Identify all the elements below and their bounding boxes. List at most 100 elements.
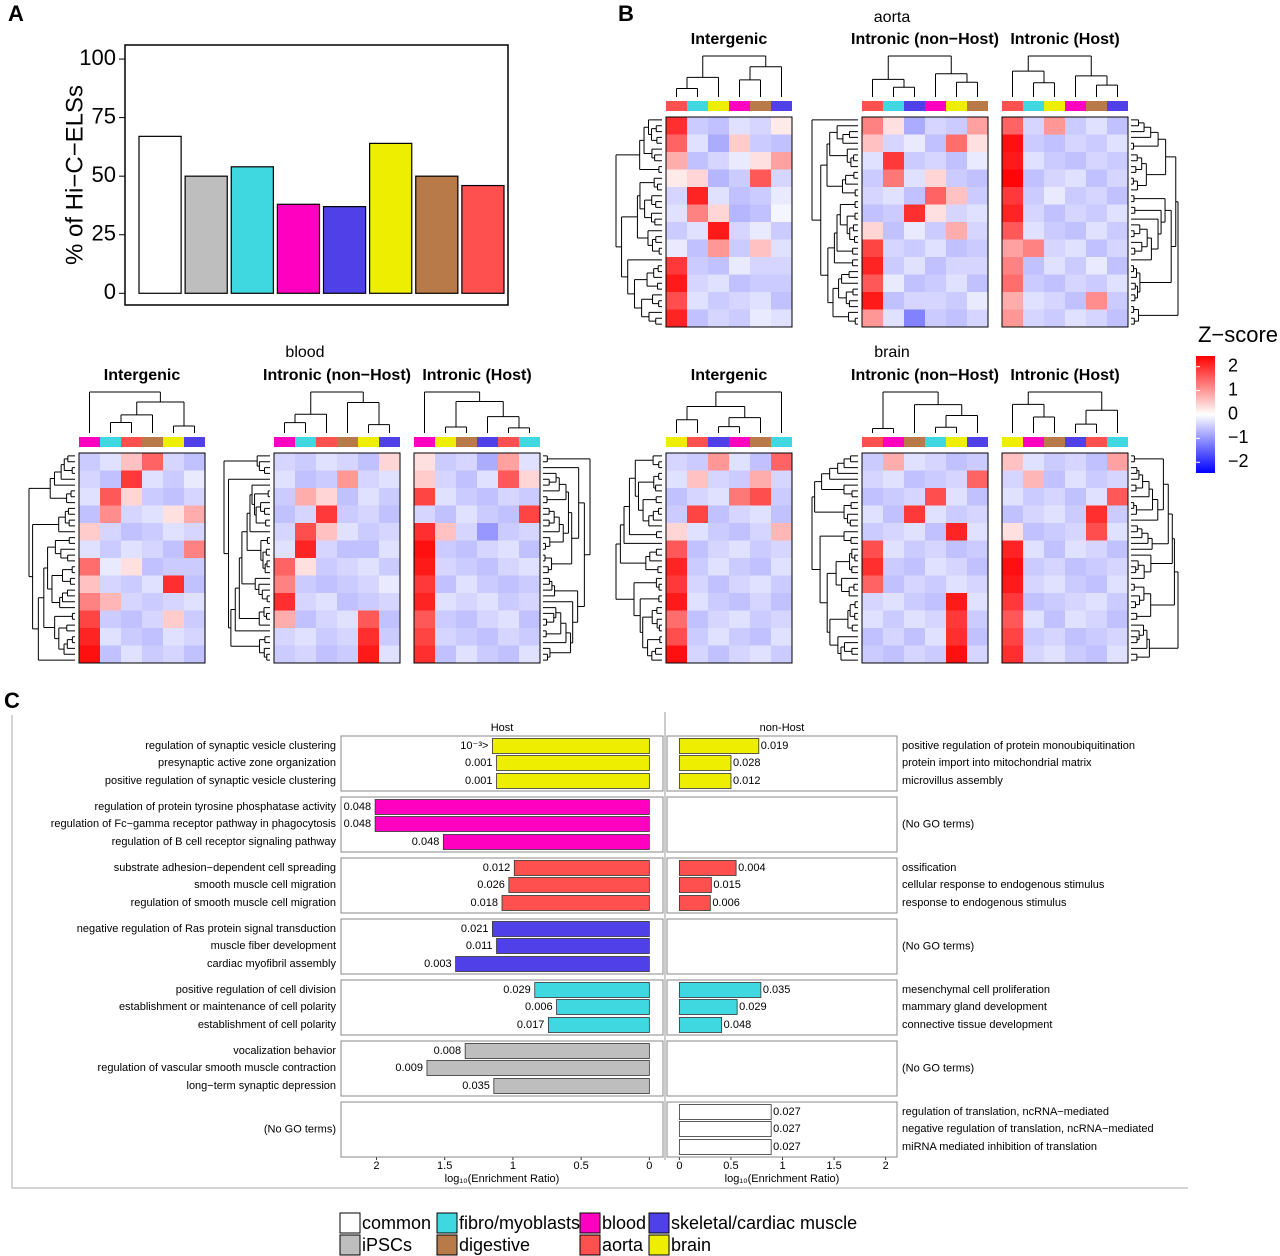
heat-cell [1023,257,1045,275]
heat-cell [1044,152,1066,170]
heatmap-frame [1001,116,1129,328]
heat-cell [163,558,185,576]
heat-cell [967,628,989,646]
column-color [729,101,750,111]
dendrogram [424,391,530,433]
heat-cell [477,558,499,576]
heat-cell [967,204,989,223]
heatmap-frame [861,452,989,664]
heat-cell [946,222,968,240]
heatmap-frame [861,116,989,328]
go-term: cardiac myofibril assembly [207,958,336,970]
heat-cell [862,169,884,188]
heat-cell [904,593,926,611]
heat-cell [358,610,380,629]
heat-cell [666,470,688,489]
heat-cell [666,645,688,664]
no-terms-note: (No GO terms) [902,818,974,830]
heat-cell [1002,628,1024,646]
heat-cell [666,117,688,135]
p-value-label: 0.011 [466,940,493,952]
column-color [666,101,687,111]
heat-cell [946,558,968,576]
x-tick-label: 0 [676,1160,682,1172]
dendrogram [676,55,782,97]
go-term: regulation of smooth muscle cell migrati… [131,897,336,909]
heat-cell [666,540,688,559]
heat-cell [750,575,772,594]
x-tick-label: 2 [373,1160,379,1172]
column-color [666,437,687,447]
heat-cell [1002,117,1024,135]
legend-swatch [339,1212,361,1234]
heat-cell [904,117,926,135]
heat-cell [337,558,359,576]
heat-cell [729,645,751,664]
go-term: muscle fiber development [211,940,336,952]
heat-cell [477,610,499,629]
bar [678,877,712,893]
heat-cell [1044,628,1066,646]
heat-cell [379,645,401,664]
heat-cell [750,117,772,135]
heat-cell [1065,257,1087,275]
heat-cell [316,453,338,471]
column-color [708,101,729,111]
heat-cell [100,593,122,611]
heat-cell [771,169,793,188]
dendrogram [811,455,858,661]
bar [513,860,650,876]
p-value-label: 0.048 [724,1019,752,1031]
p-value-label: 0.008 [434,1045,462,1057]
go-term: vocalization behavior [233,1045,336,1057]
heat-cell [142,523,164,541]
go-term: long−term synaptic depression [187,1080,337,1092]
heat-cell [358,540,380,559]
heat-cell [708,187,730,205]
heat-cell [163,645,185,664]
heat-cell [142,488,164,506]
go-term: establishment of cell polarity [198,1019,337,1031]
heat-cell [862,222,884,240]
heat-cell [1023,628,1045,646]
heat-cell [687,628,709,646]
heat-cell [946,453,968,471]
heat-cell [337,575,359,594]
panel-label: B [618,1,634,26]
heat-cell [316,523,338,541]
heat-cell [883,645,905,664]
heat-cell [750,239,772,258]
p-value-label: 0.004 [738,862,766,874]
heat-cell [498,453,520,471]
heat-cell [904,488,926,506]
x-tick-label: 1 [510,1160,516,1172]
heat-cell [750,558,772,576]
heat-cell [316,645,338,664]
go-term: cellular response to endogenous stimulus [902,879,1105,891]
heat-cell [708,257,730,275]
heat-cell [967,645,989,664]
panel-frame [11,715,1188,1189]
heat-cell [358,628,380,646]
column-color [967,101,988,111]
heat-cell [274,488,296,506]
heat-cell [708,470,730,489]
heat-cell [274,558,296,576]
p-value-label: 0.019 [761,740,789,752]
p-value-label: 0.001 [465,775,493,787]
heat-cell [1002,274,1024,293]
heat-cell [904,239,926,258]
heat-cell [477,593,499,611]
heat-cell [414,575,436,594]
heat-cell [337,645,359,664]
heat-cell [1107,453,1129,471]
column-color [100,437,121,447]
heat-cell [708,134,730,153]
heat-cell [1107,540,1129,559]
dendrogram [615,455,662,661]
no-terms-note: (No GO terms) [902,940,974,952]
heat-cell [184,593,206,611]
heat-cell [337,523,359,541]
heat-cell [1065,239,1087,258]
heat-cell [1002,187,1024,205]
